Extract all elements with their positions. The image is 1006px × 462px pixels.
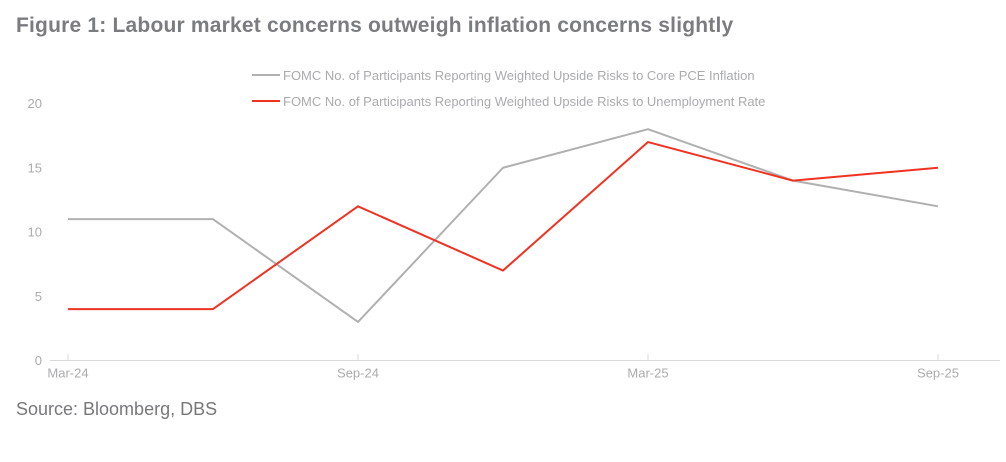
legend-label-unemployment-rate: FOMC No. of Participants Reporting Weigh… (283, 93, 766, 109)
y-axis-label: 20 (28, 96, 42, 111)
source-note: Source: Bloomberg, DBS (16, 399, 218, 419)
y-axis-label: 5 (35, 289, 42, 304)
legend-item-core-pce-inflation: FOMC No. of Participants Reporting Weigh… (252, 67, 765, 83)
unemployment-line-swatch-icon (252, 100, 280, 102)
y-axis-label: 10 (28, 225, 42, 240)
inflation-line-swatch-icon (252, 74, 280, 76)
x-axis-label: Sep-24 (337, 366, 379, 381)
y-axis-label: 15 (28, 160, 42, 175)
y-axis-label: 0 (35, 353, 42, 368)
figure-title: Figure 1: Labour market concerns outweig… (16, 14, 734, 37)
x-axis-label: Sep-25 (917, 366, 959, 381)
x-axis-label: Mar-25 (627, 366, 668, 381)
legend-item-unemployment-rate: FOMC No. of Participants Reporting Weigh… (252, 93, 766, 109)
series-line-core-pce-inflation (68, 128, 939, 323)
legend-label-core-pce-inflation: FOMC No. of Participants Reporting Weigh… (283, 67, 755, 83)
series-line-unemployment-rate (68, 141, 939, 311)
chart-legend: FOMC No. of Participants Reporting Weigh… (252, 68, 765, 120)
x-axis-label: Mar-24 (47, 366, 88, 381)
